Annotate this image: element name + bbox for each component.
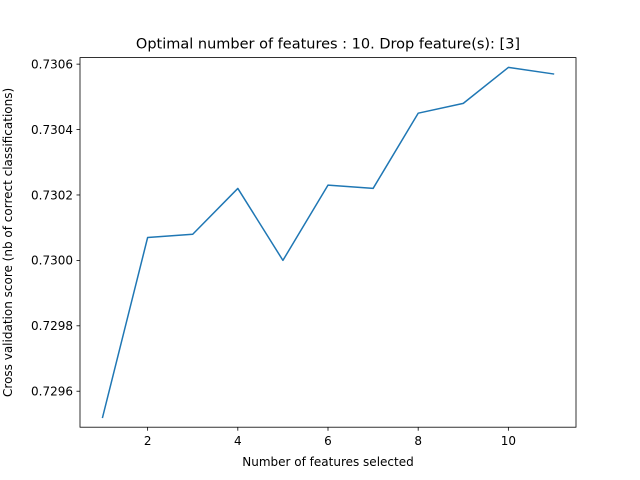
x-tick-label: 2 bbox=[144, 434, 152, 448]
series-layer bbox=[101, 66, 555, 419]
y-tick-label: 0.7304 bbox=[31, 123, 73, 137]
y-tick-label: 0.7300 bbox=[31, 254, 73, 268]
x-tick-label: 4 bbox=[234, 434, 242, 448]
y-tick-label: 0.7296 bbox=[31, 385, 73, 399]
y-tick-label: 0.7298 bbox=[31, 319, 73, 333]
x-tick-label: 6 bbox=[324, 434, 332, 448]
y-axis-ticks: 0.7296 0.7298 0.7300 0.7302 0.7304 0.7306 bbox=[31, 57, 80, 399]
series-line bbox=[101, 66, 555, 419]
x-tick-label: 10 bbox=[501, 434, 516, 448]
x-axis-ticks: 2 4 6 8 10 bbox=[144, 427, 516, 448]
y-tick-label: 0.7302 bbox=[31, 188, 73, 202]
plot-area bbox=[79, 57, 577, 428]
plot-frame bbox=[79, 57, 577, 428]
y-tick-label: 0.7306 bbox=[31, 57, 73, 71]
y-axis-label: Cross validation score (nb of correct cl… bbox=[1, 88, 15, 397]
x-axis-label: Number of features selected bbox=[242, 455, 413, 469]
x-tick-label: 8 bbox=[414, 434, 422, 448]
chart-title: Optimal number of features : 10. Drop fe… bbox=[136, 37, 520, 53]
